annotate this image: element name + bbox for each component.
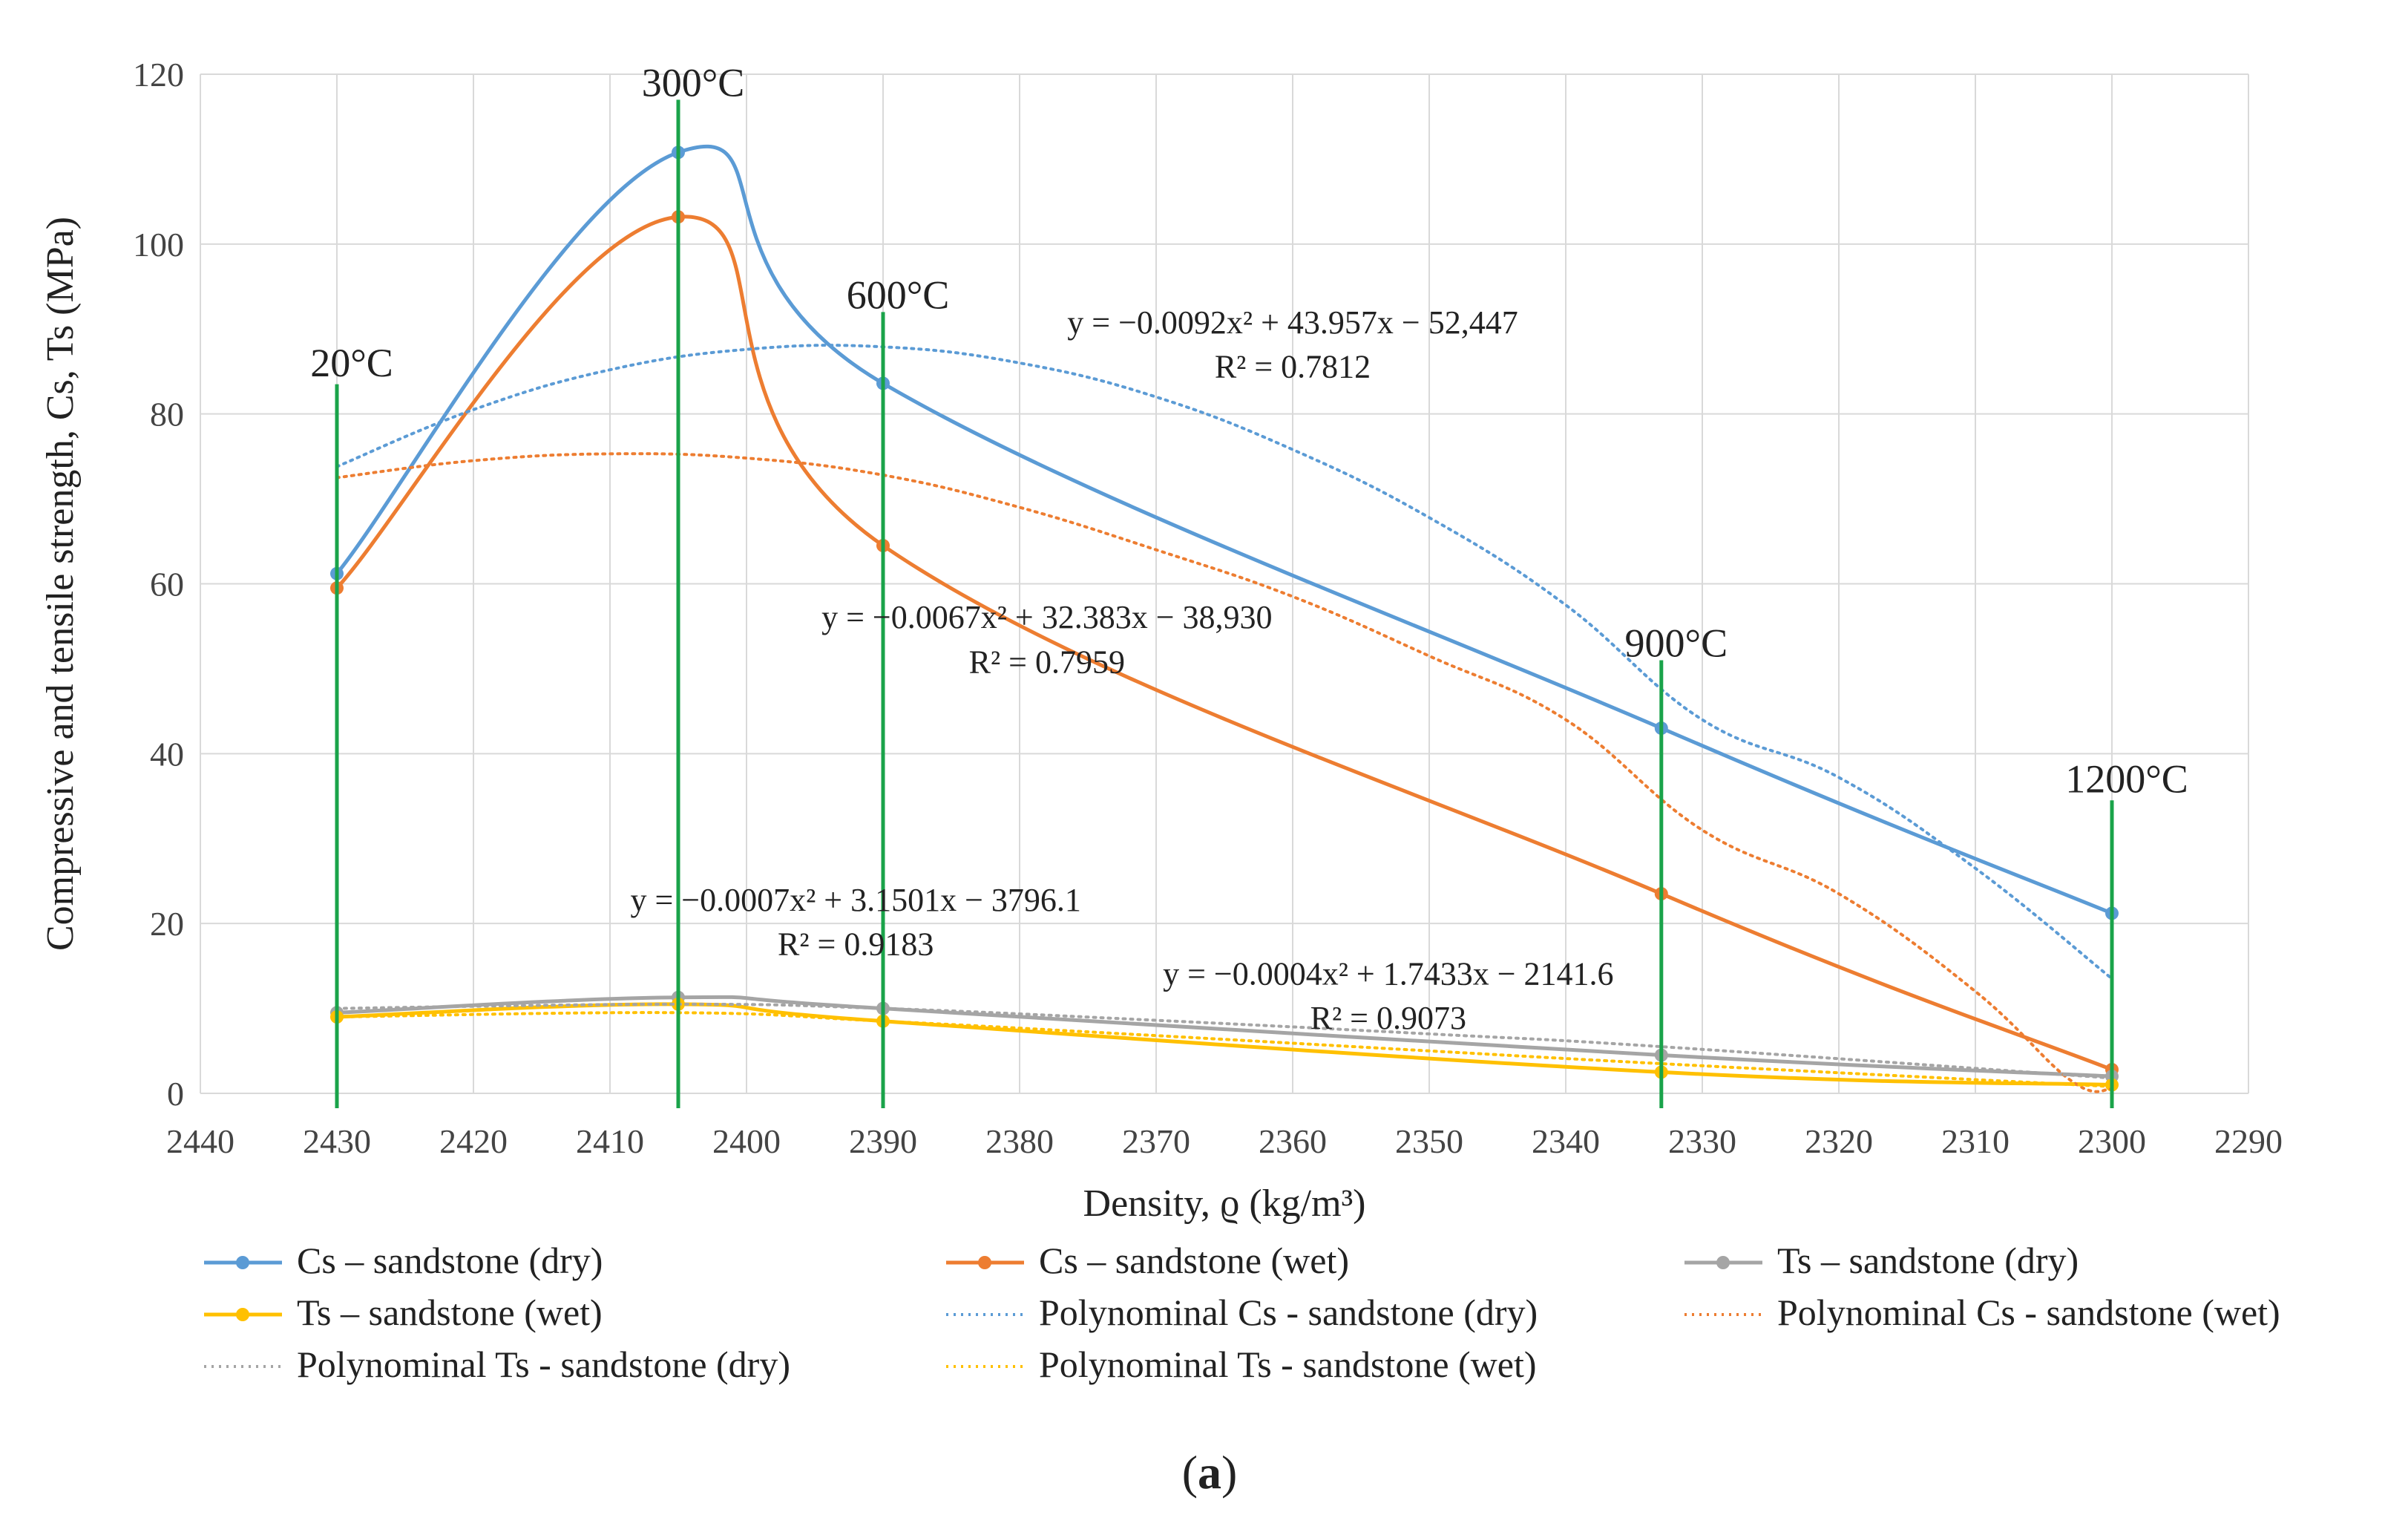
legend-item: Cs – sandstone (wet) <box>946 1240 1349 1281</box>
legend-item: Ts – sandstone (dry) <box>1684 1240 2079 1281</box>
x-tick-label: 2340 <box>1532 1122 1600 1160</box>
series-line-0 <box>335 144 2114 915</box>
y-tick-label: 80 <box>150 396 184 433</box>
temperature-label: 300°C <box>642 60 745 105</box>
equation-annotation: R² = 0.7959 <box>969 644 1125 681</box>
y-tick-label: 20 <box>150 905 184 943</box>
x-tick-label: 2390 <box>849 1122 917 1160</box>
series-line-5 <box>335 452 2113 1093</box>
legend-label: Ts – sandstone (wet) <box>297 1292 603 1333</box>
equation-annotation: R² = 0.7812 <box>1215 348 1371 384</box>
x-axis-title: Density, ϱ (kg/m³) <box>1083 1182 1366 1225</box>
equation-annotation: y = −0.0007x² + 3.1501x − 3796.1 <box>630 882 1080 918</box>
figure-caption: (a) <box>1182 1446 1238 1499</box>
temperature-label: 900°C <box>1624 621 1728 666</box>
legend-marker <box>1716 1256 1730 1269</box>
x-tick-label: 2300 <box>2078 1122 2146 1160</box>
x-tick-label: 2420 <box>439 1122 508 1160</box>
annotation-layer: y = −0.0092x² + 43.957x − 52,447 R² = 0.7… <box>630 304 1613 1036</box>
x-tick-label: 2370 <box>1122 1122 1190 1160</box>
axes-layer: 2440 2430 2420 2410 2400 2390 2380 2370 2360 2350… <box>39 56 2283 1225</box>
legend-label: Polynominal Ts - sandstone (wet) <box>1039 1343 1537 1385</box>
legend-label: Polynominal Cs - sandstone (dry) <box>1039 1292 1538 1333</box>
series-line-1 <box>335 215 2114 1072</box>
temperature-label: 20°C <box>310 341 393 385</box>
legend-label: Cs – sandstone (dry) <box>297 1240 603 1281</box>
x-tick-label: 2330 <box>1668 1122 1736 1160</box>
x-tick-label: 2380 <box>985 1122 1054 1160</box>
temperature-label: 1200°C <box>2065 757 2188 802</box>
legend-item: Polynominal Cs - sandstone (dry) <box>946 1292 1538 1333</box>
series-layer <box>330 144 2119 1093</box>
legend-marker <box>236 1308 249 1321</box>
equation-annotation: y = −0.0067x² + 32.383x − 38,930 <box>821 599 1272 635</box>
x-tick-label: 2400 <box>712 1122 781 1160</box>
y-tick-label: 40 <box>150 735 184 773</box>
legend-label: Cs – sandstone (wet) <box>1039 1240 1349 1281</box>
legend-marker <box>978 1256 991 1269</box>
y-tick-label: 120 <box>133 56 184 94</box>
equation-annotation: R² = 0.9073 <box>1310 1000 1466 1036</box>
series-line-4 <box>335 344 2113 981</box>
x-tick-label: 2310 <box>1941 1122 2010 1160</box>
series-line-3 <box>335 1002 2114 1087</box>
x-tick-label: 2360 <box>1259 1122 1327 1160</box>
legend-item: Polynominal Ts - sandstone (wet) <box>946 1343 1537 1385</box>
legend-label: Ts – sandstone (dry) <box>1777 1240 2079 1281</box>
legend-item: Cs – sandstone (dry) <box>204 1240 603 1281</box>
x-tick-label: 2430 <box>303 1122 371 1160</box>
temperature-label: 600°C <box>847 272 950 317</box>
legend-item: Polynominal Cs - sandstone (wet) <box>1684 1292 2280 1333</box>
legend-item: Polynominal Ts - sandstone (dry) <box>204 1343 790 1385</box>
series-line-6 <box>335 1002 2113 1080</box>
equation-annotation: y = −0.0004x² + 1.7433x − 2141.6 <box>1163 956 1613 992</box>
y-axis-title: Compressive and tensile strength, Cs, Ts… <box>39 217 82 951</box>
y-tick-label: 100 <box>133 226 184 264</box>
legend-label: Polynominal Ts - sandstone (dry) <box>297 1343 790 1385</box>
grid <box>200 73 2249 1094</box>
x-tick-label: 2320 <box>1805 1122 1873 1160</box>
x-tick-label: 2440 <box>166 1122 234 1160</box>
x-tick-label: 2350 <box>1395 1122 1463 1160</box>
y-tick-label: 0 <box>167 1075 184 1113</box>
legend: Cs – sandstone (dry) Cs – sandstone (wet)… <box>204 1240 2280 1385</box>
temperature-markers: 20°C 300°C 600°C 900°C 1200°C <box>310 60 2188 1108</box>
legend-label: Polynominal Cs - sandstone (wet) <box>1777 1292 2280 1333</box>
x-tick-label: 2410 <box>576 1122 644 1160</box>
x-tick-label: 2290 <box>2214 1122 2283 1160</box>
legend-marker <box>236 1256 249 1269</box>
equation-annotation: R² = 0.9183 <box>778 926 934 963</box>
equation-annotation: y = −0.0092x² + 43.957x − 52,447 <box>1067 304 1518 341</box>
series-line-7 <box>335 1011 2113 1088</box>
series-line-2 <box>335 995 2114 1079</box>
legend-item: Ts – sandstone (wet) <box>204 1292 603 1333</box>
y-tick-label: 60 <box>150 566 184 603</box>
